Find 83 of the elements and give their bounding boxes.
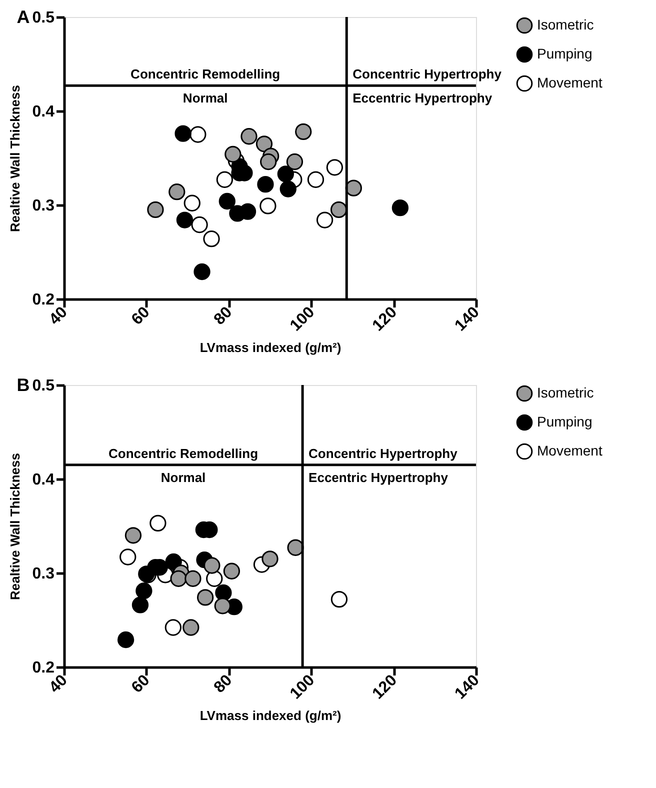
point <box>330 201 348 218</box>
x-axis-title: LVmass indexed (g/m²) <box>200 340 342 356</box>
point <box>260 153 277 170</box>
point <box>240 128 258 145</box>
y-tick-label: 0.4 <box>32 104 55 120</box>
x-tick-label: 140 <box>452 304 483 335</box>
point <box>257 176 274 193</box>
y-tick-label: 0.5 <box>32 10 55 26</box>
point <box>392 200 409 216</box>
point <box>136 582 152 600</box>
point <box>280 180 296 198</box>
point <box>170 570 187 587</box>
legend-label: Pumping <box>537 46 592 62</box>
point <box>194 263 210 280</box>
point <box>330 591 348 608</box>
point <box>204 557 220 574</box>
annotation: Concentric Hypertrophy <box>352 66 502 82</box>
x-axis-title: LVmass indexed (g/m²) <box>200 708 342 724</box>
x-tick-label: 100 <box>287 672 318 703</box>
point <box>165 553 182 570</box>
point <box>203 230 220 248</box>
legend-label: Movement <box>537 74 602 90</box>
x-tick-label: 100 <box>287 304 318 335</box>
point <box>214 598 231 614</box>
y-tick-label: 0.3 <box>32 198 55 214</box>
annotation: Concentric Hypertrophy <box>308 446 458 461</box>
point <box>184 194 200 212</box>
point <box>307 171 324 188</box>
point <box>117 631 134 648</box>
point <box>124 527 142 544</box>
legend-label: Isometric <box>537 384 594 400</box>
annotation: Concentric Remodelling <box>130 66 280 82</box>
point <box>191 216 208 234</box>
point <box>182 619 200 636</box>
point <box>174 125 192 142</box>
point <box>190 126 206 143</box>
legend-label: Pumping <box>537 414 592 430</box>
annotation: Eccentric Hypertrophy <box>352 90 493 106</box>
annotation: Normal <box>160 470 206 485</box>
y-tick-label: 0.4 <box>32 472 55 488</box>
point <box>196 589 214 606</box>
point <box>295 123 312 140</box>
x-tick-label: 60 <box>128 672 154 696</box>
x-tick-label: 80 <box>211 672 236 696</box>
point <box>277 166 294 182</box>
point <box>147 201 164 218</box>
point <box>132 596 149 614</box>
y-axis-title: Realtive Wall Thickness <box>7 453 22 600</box>
chart-title: B <box>16 375 30 395</box>
x-tick-label: 80 <box>211 304 236 328</box>
y-tick-label: 0.3 <box>32 566 55 582</box>
point <box>218 192 236 210</box>
x-tick-label: 140 <box>452 672 483 703</box>
legend-label: Isometric <box>537 16 594 32</box>
y-tick-label: 0.5 <box>32 378 55 394</box>
point <box>316 212 334 228</box>
point <box>223 562 240 580</box>
point <box>345 180 362 196</box>
point <box>206 570 223 587</box>
point <box>184 570 202 587</box>
point <box>256 136 273 152</box>
point <box>224 146 242 163</box>
point <box>120 548 136 566</box>
y-axis-title: Realtive Wall Thickness <box>7 85 22 232</box>
point <box>176 212 194 228</box>
point <box>262 550 278 568</box>
chart-title: A <box>16 7 30 27</box>
legend-label: Movement <box>537 442 602 458</box>
x-tick-label: 120 <box>370 304 401 335</box>
point <box>150 514 166 532</box>
annotation: Normal <box>182 90 228 106</box>
annotation: Concentric Remodelling <box>108 446 258 461</box>
point <box>164 619 182 636</box>
point <box>216 171 234 188</box>
point <box>287 539 304 556</box>
annotation: Eccentric Hypertrophy <box>308 470 449 485</box>
point <box>239 203 256 220</box>
point <box>286 153 304 170</box>
x-tick-label: 60 <box>128 304 154 328</box>
point <box>260 198 276 214</box>
point <box>326 159 344 176</box>
point <box>168 184 186 200</box>
x-tick-label: 120 <box>370 672 401 703</box>
